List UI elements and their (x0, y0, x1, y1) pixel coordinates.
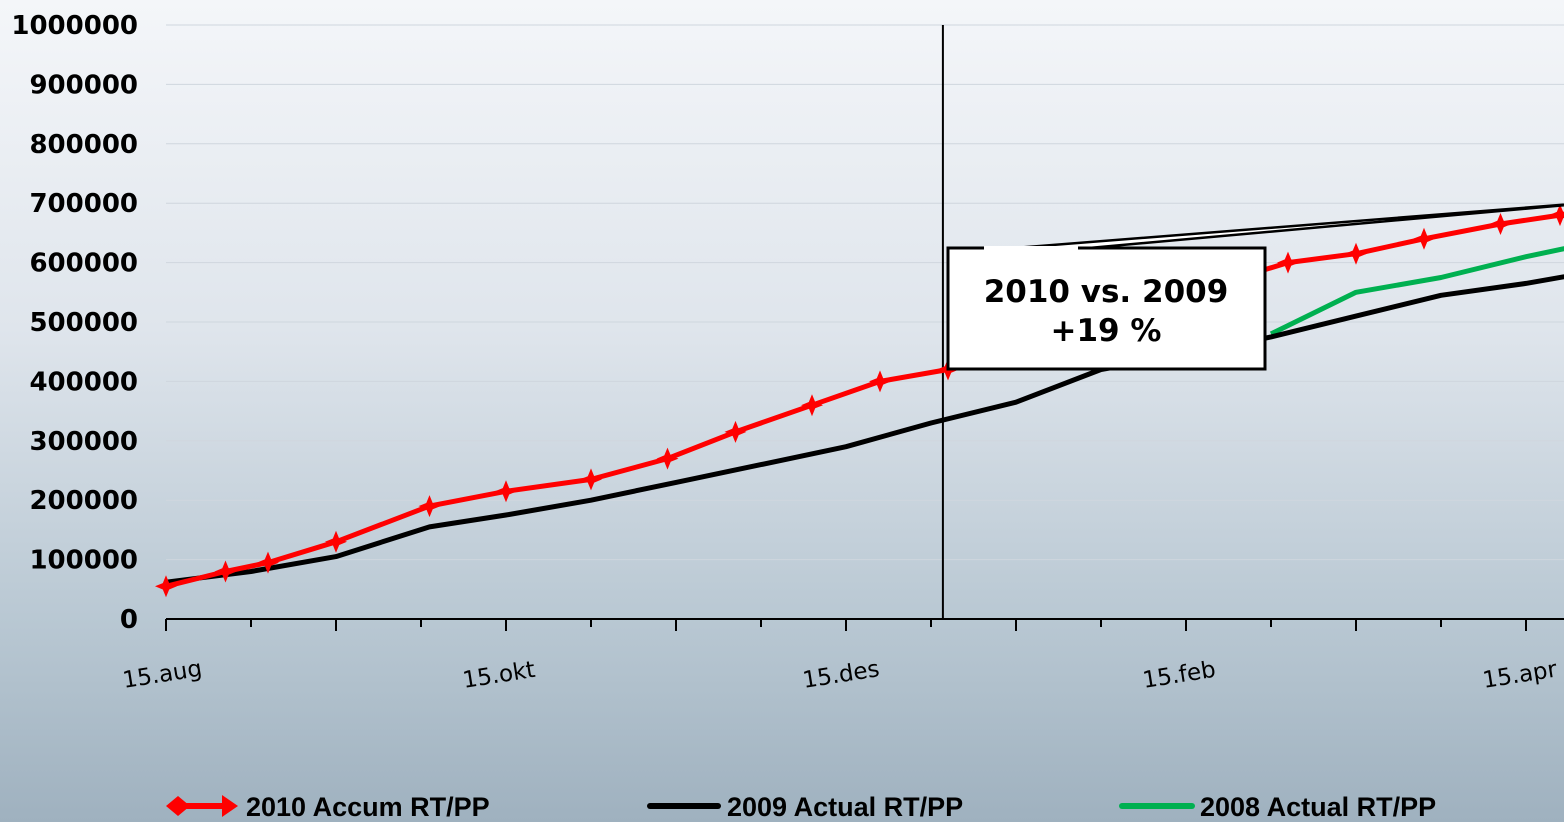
series-line (1269, 246, 1564, 337)
data-point (495, 480, 517, 503)
y-tick-label: 700000 (29, 189, 138, 219)
callout-box (946, 246, 1267, 371)
y-tick-label: 500000 (29, 308, 138, 338)
gridlines (166, 24, 1564, 561)
legend: 2010 Accum RT/PP 2009 Actual RT/PP 2008 Ac… (166, 792, 1436, 822)
x-tick-label: 15.apr (1481, 656, 1559, 693)
legend-marker (166, 796, 190, 816)
callout-line-2: +19 % (1051, 313, 1162, 349)
series-0 (155, 204, 1564, 598)
y-tick-label: 400000 (29, 367, 138, 397)
reference-lines (941, 25, 944, 619)
legend-label: 2010 Accum RT/PP (246, 792, 490, 822)
data-point (1413, 227, 1435, 250)
y-tick-label: 0 (120, 605, 138, 635)
data-point (257, 551, 279, 574)
y-tick-label: 100000 (29, 546, 138, 576)
data-point (418, 495, 441, 518)
data-point (155, 575, 177, 598)
y-tick-label: 600000 (29, 249, 138, 279)
data-point (325, 530, 347, 553)
callout-pointer (1001, 203, 1564, 251)
y-tick-label: 900000 (29, 70, 138, 100)
data-point (1277, 251, 1299, 274)
callout-line-1: 2010 vs. 2009 (984, 274, 1229, 310)
series-1 (165, 274, 1564, 585)
data-point (214, 560, 237, 583)
comparison-callout: 2010 vs. 2009 +19 % (946, 203, 1564, 371)
series-2 (1269, 246, 1564, 337)
data-point (1549, 204, 1564, 227)
y-tick-label: 1000000 (11, 11, 138, 41)
data-point (869, 370, 891, 393)
data-point (1489, 213, 1512, 235)
x-tick-label: 15.okt (461, 657, 537, 694)
series-group (155, 204, 1564, 598)
series-line (165, 211, 1564, 589)
legend-item: 2008 Actual RT/PP (1119, 792, 1436, 822)
y-axis: 0 100000 200000 300000 400000 500000 600000 700… (11, 11, 138, 635)
y-tick-label: 200000 (29, 486, 138, 516)
x-tick-label: 15.feb (1141, 657, 1218, 694)
data-point (580, 468, 602, 491)
legend-label: 2008 Actual RT/PP (1200, 792, 1436, 822)
y-tick-label: 800000 (29, 130, 138, 160)
data-point (801, 394, 823, 417)
legend-label: 2009 Actual RT/PP (727, 792, 963, 822)
series-line (165, 274, 1564, 585)
x-tick-label: 15.aug (121, 656, 204, 694)
data-point (724, 420, 747, 443)
data-point (656, 447, 679, 470)
legend-arrowhead (222, 795, 238, 817)
legend-item: 2010 Accum RT/PP (166, 792, 490, 822)
x-tick-label: 15.des (801, 656, 881, 694)
legend-item: 2009 Actual RT/PP (647, 792, 963, 822)
y-tick-label: 300000 (29, 427, 138, 457)
x-axis: 15.aug15.okt15.des15.feb15.apr15.jun15.a… (121, 618, 1564, 694)
data-point (1345, 242, 1367, 265)
